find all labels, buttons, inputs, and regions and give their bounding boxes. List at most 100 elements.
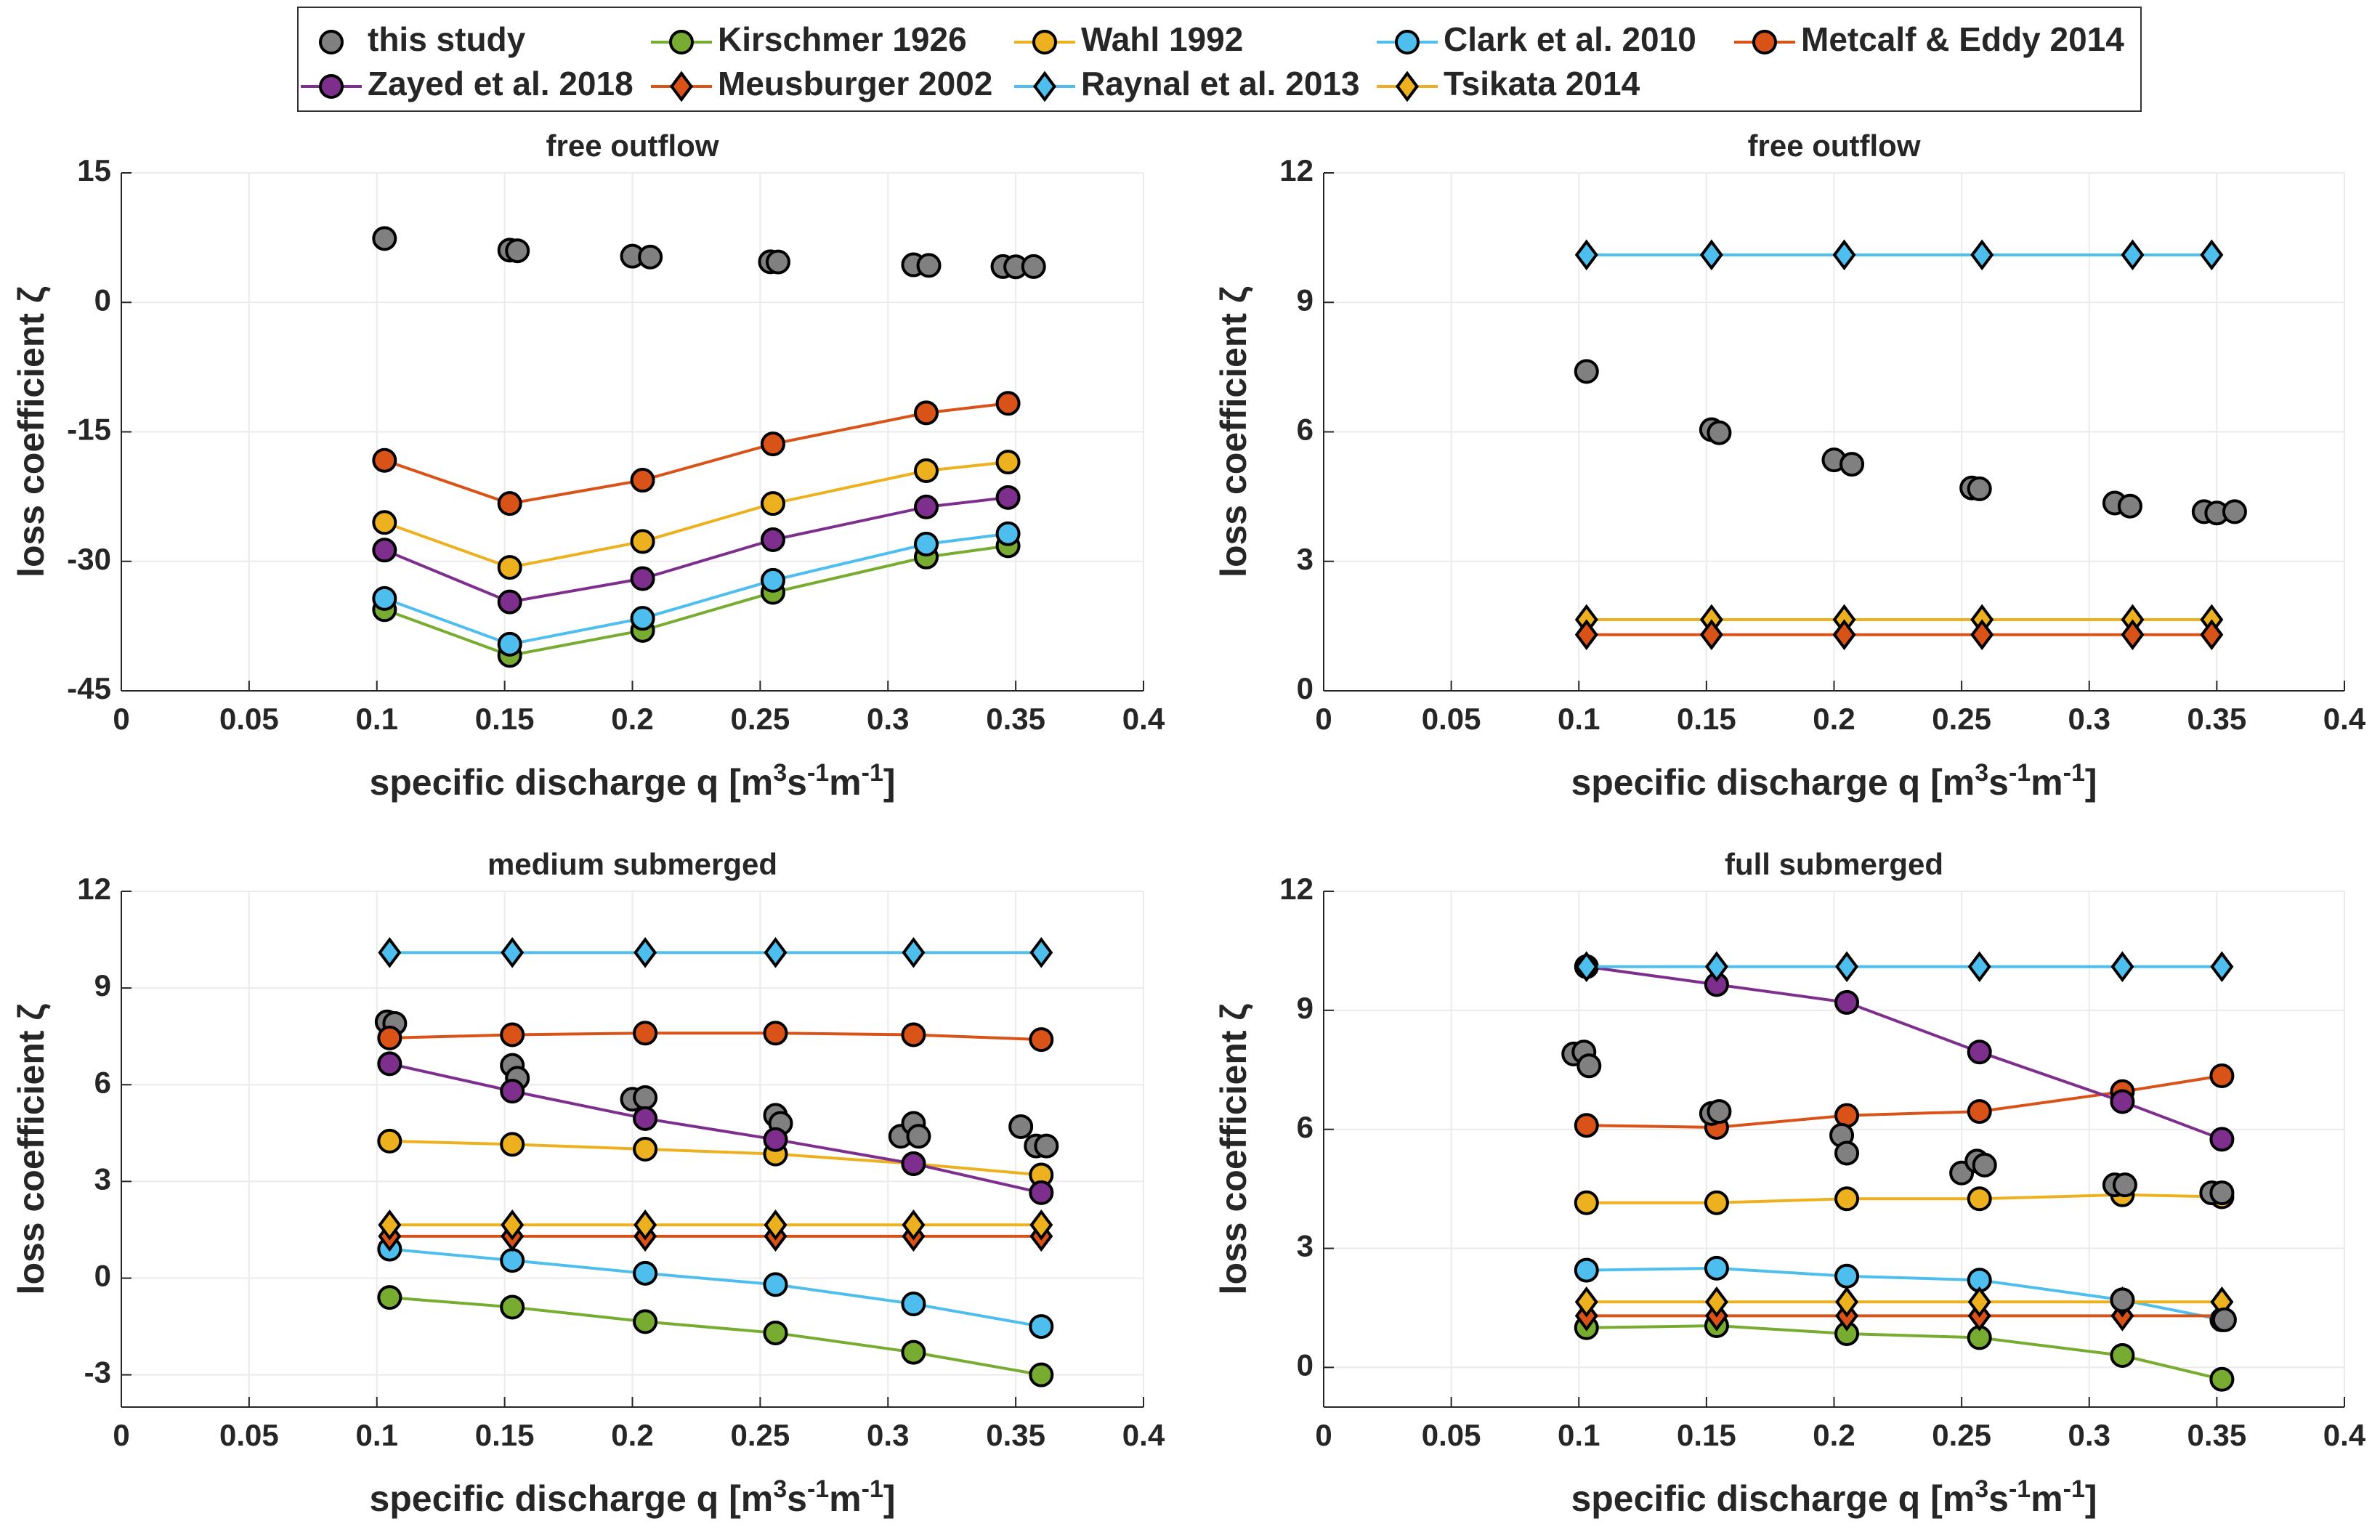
diamond-marker bbox=[1970, 239, 1994, 271]
circle-marker bbox=[995, 521, 1021, 546]
x-axis-label-part: 3 bbox=[1975, 759, 1988, 787]
circle-marker bbox=[372, 585, 397, 611]
diamond-marker bbox=[1704, 1286, 1728, 1318]
circle-marker bbox=[1574, 1190, 1599, 1215]
circle-marker bbox=[319, 30, 344, 54]
circle-marker bbox=[1008, 1114, 1034, 1139]
x-tick-label: 0.25 bbox=[1932, 1418, 1991, 1452]
diamond-marker bbox=[1699, 239, 1723, 271]
x-tick-label: 0.1 bbox=[1558, 702, 1600, 736]
x-tick-label: 0 bbox=[113, 702, 129, 736]
circle-marker bbox=[372, 226, 397, 251]
x-tick-label: 0.1 bbox=[356, 702, 398, 736]
y-tick-label: 0 bbox=[94, 1259, 111, 1293]
circle-marker bbox=[914, 494, 939, 519]
legend-label: Clark et al. 2010 bbox=[1444, 20, 1696, 58]
diamond-marker bbox=[764, 936, 788, 968]
circle-marker bbox=[763, 1272, 788, 1297]
circle-marker bbox=[669, 30, 694, 54]
diamond-marker bbox=[1033, 70, 1056, 102]
circle-marker bbox=[633, 1106, 658, 1131]
y-tick-label: 12 bbox=[77, 872, 111, 906]
x-axis-label-part: -1 bbox=[862, 759, 883, 787]
series-line bbox=[389, 1062, 1042, 1194]
circle-marker bbox=[1576, 1053, 1602, 1079]
x-tick-label: 0.2 bbox=[611, 1418, 653, 1452]
y-tick-label: 9 bbox=[1297, 283, 1314, 317]
circle-marker bbox=[901, 1340, 926, 1365]
x-axis-label-part: -1 bbox=[807, 759, 829, 787]
circle-marker bbox=[2110, 1343, 2135, 1368]
circle-marker bbox=[1574, 1113, 1599, 1138]
circle-marker bbox=[500, 1294, 525, 1320]
x-tick-label: 0.05 bbox=[1422, 1418, 1481, 1452]
diamond-marker bbox=[1396, 70, 1419, 102]
subplot-title: free outflow bbox=[546, 129, 719, 163]
circle-marker bbox=[760, 527, 785, 553]
circle-marker bbox=[1707, 420, 1732, 445]
circle-marker bbox=[914, 531, 939, 556]
x-axis-label-part: s bbox=[1988, 1478, 2009, 1519]
x-tick-label: 0.05 bbox=[219, 702, 279, 736]
series-line bbox=[389, 1032, 1042, 1042]
circle-marker bbox=[372, 447, 397, 473]
legend-label: Zayed et al. 2018 bbox=[368, 65, 634, 102]
x-tick-label: 0.15 bbox=[1677, 702, 1736, 736]
x-tick-label: 0.4 bbox=[1122, 1418, 1165, 1452]
diamond-marker bbox=[1574, 1286, 1598, 1318]
diamond-marker bbox=[2121, 619, 2145, 651]
x-tick-label: 0.2 bbox=[1813, 702, 1855, 736]
circle-marker bbox=[2110, 1089, 2135, 1114]
circle-marker bbox=[763, 1127, 788, 1152]
circle-marker bbox=[633, 1021, 658, 1046]
y-tick-label: -30 bbox=[67, 542, 111, 576]
y-tick-label: 3 bbox=[1297, 542, 1314, 576]
circle-marker bbox=[2222, 499, 2247, 524]
circle-marker bbox=[995, 391, 1021, 416]
y-axis-label: loss coefficient ζ bbox=[1213, 1004, 1254, 1295]
x-axis-label-part: 3 bbox=[1975, 1475, 1988, 1503]
legend-label: Wahl 1992 bbox=[1081, 20, 1243, 58]
y-tick-label: 3 bbox=[1297, 1229, 1314, 1263]
x-tick-label: 0.15 bbox=[475, 1418, 535, 1452]
x-axis-label-part: m bbox=[2031, 1478, 2063, 1519]
series-line bbox=[384, 495, 1008, 604]
circle-marker bbox=[1752, 30, 1777, 54]
x-tick-label: 0 bbox=[1315, 1418, 1332, 1452]
x-axis-label-part: 3 bbox=[773, 1475, 787, 1503]
x-axis-label-part: specific discharge q [m bbox=[369, 1478, 773, 1519]
diamond-marker bbox=[2210, 951, 2234, 983]
circle-marker bbox=[377, 1051, 402, 1077]
x-tick-label: 0.05 bbox=[219, 1418, 279, 1452]
diamond-marker bbox=[902, 1209, 926, 1241]
x-axis-label-part: m bbox=[2031, 762, 2063, 803]
circle-marker bbox=[1834, 1263, 1860, 1289]
circle-marker bbox=[500, 1022, 525, 1047]
circle-marker bbox=[995, 485, 1021, 510]
diamond-marker bbox=[1574, 951, 1598, 983]
diamond-marker bbox=[501, 1209, 525, 1241]
x-tick-label: 0.4 bbox=[2323, 702, 2366, 736]
x-tick-label: 0.1 bbox=[1558, 1418, 1600, 1452]
circle-marker bbox=[377, 1285, 402, 1310]
x-axis-label-part: ] bbox=[883, 762, 896, 803]
circle-marker bbox=[901, 1022, 926, 1047]
x-tick-label: 0.3 bbox=[867, 702, 909, 736]
circle-marker bbox=[1972, 1152, 1997, 1178]
diamond-marker bbox=[378, 1209, 402, 1241]
x-axis-label-part: -1 bbox=[2009, 759, 2031, 787]
subplot-title: free outflow bbox=[1748, 129, 1921, 163]
x-tick-label: 0.3 bbox=[2068, 702, 2110, 736]
diamond-marker bbox=[670, 70, 693, 102]
diamond-marker bbox=[378, 936, 402, 968]
series-line bbox=[1586, 1324, 2222, 1381]
diamond-marker bbox=[764, 1209, 788, 1241]
x-axis-label-part: ] bbox=[2085, 1478, 2097, 1519]
legend-label: Meusburger 2002 bbox=[718, 65, 992, 102]
circle-marker bbox=[1029, 1027, 1054, 1053]
circle-marker bbox=[1034, 1133, 1059, 1159]
circle-marker bbox=[1032, 30, 1057, 54]
circle-marker bbox=[2112, 1172, 2137, 1198]
y-axis-label: loss coefficient ζ bbox=[11, 286, 52, 578]
